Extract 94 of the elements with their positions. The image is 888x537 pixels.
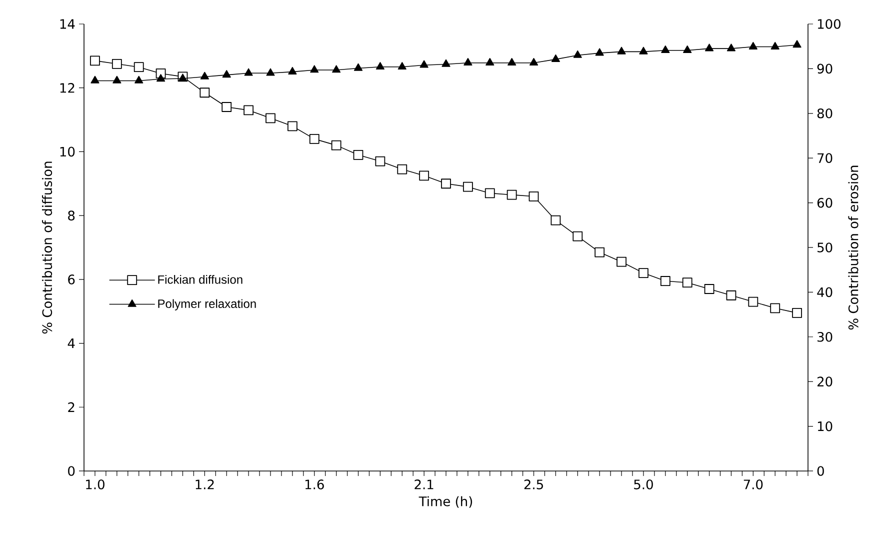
y2-tick-label: 30 [818, 332, 832, 342]
y2-tick-label: 60 [817, 198, 832, 208]
point [770, 303, 780, 314]
point [704, 44, 714, 52]
x-tick-label: 7.0 [744, 480, 763, 490]
point [90, 56, 100, 66]
y-tick-label: 8 [68, 210, 75, 220]
point [792, 40, 802, 48]
point [572, 231, 583, 242]
point [266, 68, 275, 76]
x-tick-label: 1.6 [305, 480, 324, 490]
point [638, 268, 648, 278]
point [200, 88, 210, 98]
y-axis-title: % Contribution of diffusion [42, 162, 52, 334]
y-tick-label: 10 [60, 146, 75, 157]
point [397, 164, 408, 174]
point [661, 45, 670, 54]
y2-tick-label: 10 [818, 421, 832, 432]
point [682, 278, 692, 288]
y2-tick-label: 90 [817, 64, 832, 74]
point [287, 121, 298, 132]
point [594, 247, 605, 258]
point [486, 58, 494, 66]
point [529, 58, 538, 66]
y2-axis-title: % Contribution of erosion [848, 166, 858, 330]
point [462, 182, 473, 192]
point [288, 66, 297, 74]
point [726, 44, 736, 52]
point [508, 58, 516, 66]
point [266, 113, 276, 124]
point [134, 62, 144, 72]
y-tick-label: 4 [68, 338, 75, 348]
point [90, 76, 100, 84]
point [595, 48, 604, 56]
point [309, 134, 320, 144]
point [310, 65, 319, 73]
point [332, 65, 341, 73]
x-tick-label: 2.5 [524, 480, 543, 490]
x-tick-label: 2.1 [414, 480, 434, 490]
point [134, 76, 144, 84]
x-tick-label: 1.0 [86, 480, 104, 490]
y2-tick-label: 0 [817, 466, 824, 476]
y-tick-label: 14 [60, 19, 75, 29]
point [617, 46, 626, 54]
y-tick-label: 0 [68, 466, 75, 476]
point [616, 256, 626, 267]
point [506, 190, 517, 200]
y2-tick-label: 80 [817, 108, 832, 118]
point [442, 59, 450, 67]
point [639, 46, 648, 54]
point [748, 42, 758, 50]
point [398, 62, 406, 70]
point [770, 42, 780, 50]
y-tick-label: 6 [68, 274, 75, 284]
point [244, 68, 253, 76]
y2-tick-label: 40 [817, 287, 832, 298]
x-tick-label: 1.2 [196, 480, 214, 490]
point [683, 45, 692, 54]
point [112, 76, 122, 84]
legend-label: Fickian diffusion [158, 275, 242, 284]
point [704, 284, 714, 294]
point [420, 60, 428, 68]
point [792, 308, 802, 318]
y2-tick-label: 70 [818, 153, 832, 164]
point [376, 62, 384, 70]
point [551, 54, 560, 62]
point [112, 58, 122, 69]
point [244, 105, 254, 116]
point [726, 290, 736, 300]
point [484, 188, 495, 198]
y2-tick-label: 20 [817, 376, 832, 387]
point [464, 58, 472, 66]
point [419, 170, 430, 181]
point [222, 70, 231, 78]
point [200, 72, 209, 80]
point [354, 63, 363, 71]
legend-label: Polymer relaxation [158, 299, 256, 310]
point [660, 276, 670, 286]
point [441, 178, 451, 189]
y2-tick-label: 100 [818, 19, 840, 29]
y2-tick-label: 50 [818, 242, 832, 252]
y-tick-label: 12 [60, 83, 74, 93]
point [528, 191, 539, 202]
x-tick-label: 5.0 [634, 480, 653, 490]
y-tick-label: 2 [68, 402, 74, 412]
point [375, 156, 386, 166]
point [748, 296, 758, 307]
point [222, 102, 232, 112]
point [550, 215, 561, 226]
point [156, 74, 166, 82]
point [353, 150, 364, 160]
x-axis-title: Time (h) [418, 496, 472, 508]
point [573, 50, 582, 58]
point [331, 140, 342, 150]
